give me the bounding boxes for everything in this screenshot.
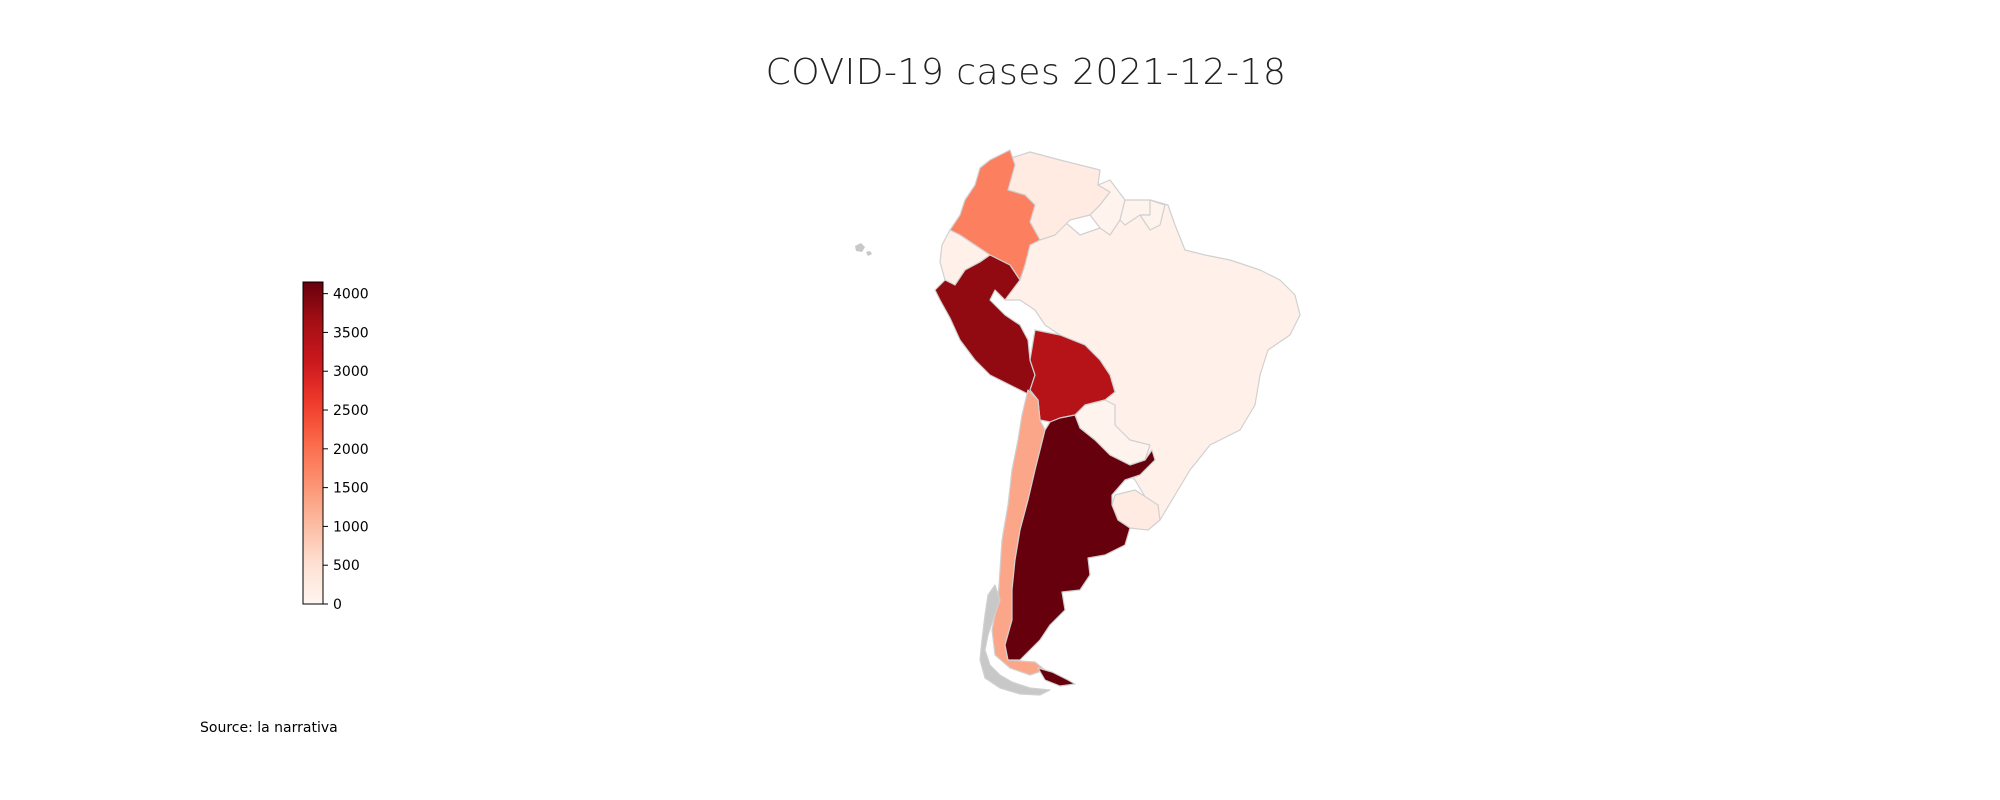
colorbar-tick-label: 0 bbox=[333, 597, 342, 613]
colorbar-tick-label: 1500 bbox=[333, 481, 369, 497]
colorbar-fill bbox=[303, 282, 323, 604]
galapagos-islands bbox=[855, 243, 872, 256]
colorbar-tick-label: 4000 bbox=[333, 287, 369, 303]
colorbar-tick-label: 3500 bbox=[333, 325, 369, 341]
colorbar-tick-label: 2000 bbox=[333, 442, 369, 458]
country-french-guiana bbox=[1139, 199, 1166, 231]
colorbar: 0 500 1000 1500 2000 2500 3000 3500 4000 bbox=[302, 281, 369, 613]
colorbar-tick-label: 2500 bbox=[333, 403, 369, 419]
colorbar-tick-label: 3000 bbox=[333, 364, 369, 380]
chile-archipelago bbox=[979, 584, 1051, 696]
countries-layer bbox=[855, 149, 1301, 696]
colorbar-tick-label: 500 bbox=[333, 558, 360, 574]
colorbar-frame bbox=[302, 281, 324, 605]
country-argentina-tdf bbox=[1037, 667, 1076, 687]
map-title: COVID-19 cases 2021-12-18 bbox=[765, 52, 1287, 93]
colorbar-ticks: 0 500 1000 1500 2000 2500 3000 3500 4000 bbox=[323, 287, 369, 613]
country-guyana bbox=[1089, 179, 1126, 236]
country-brazil bbox=[989, 199, 1301, 521]
colorbar-tick-label: 1000 bbox=[333, 519, 369, 535]
source-note: Source: la narrativa bbox=[200, 720, 338, 736]
country-argentina bbox=[1004, 414, 1156, 661]
